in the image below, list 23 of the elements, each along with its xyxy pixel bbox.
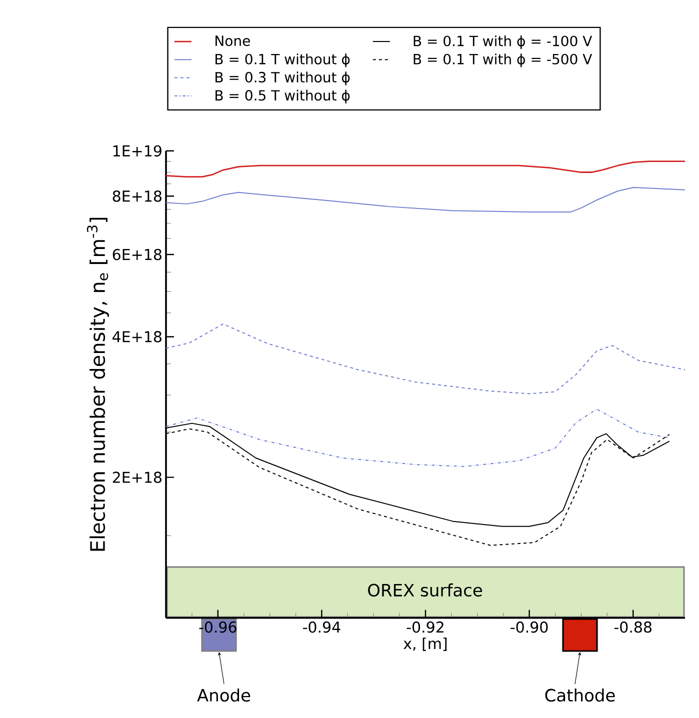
x-tick-label: -0.90	[510, 621, 548, 633]
y-tick-label: 2E+18	[112, 472, 162, 484]
y-tick-label: 4E+18	[112, 331, 162, 342]
legend-label: B = 0.1 T with ϕ = -100 V	[414, 35, 592, 49]
legend-label: None	[216, 36, 250, 46]
text: Cathode	[545, 688, 615, 702]
legend-label: B = 0.1 T without ϕ	[216, 54, 350, 68]
x-tick-label: -0.88	[614, 621, 652, 633]
x-tick-label: -0.92	[406, 621, 444, 633]
line-series	[166, 408, 670, 467]
legend-label: B = 0.3 T without ϕ	[216, 72, 350, 86]
annotation: OREX surface	[368, 583, 482, 597]
legend-label: B = 0.1 T with ϕ = -500 V	[414, 54, 592, 68]
x-tick-label: -0.94	[303, 621, 340, 633]
y-axis-title: Electron number density, n$_{e}$ [m$^{-3}$]	[86, 218, 109, 551]
y-tick-label: 8E+18	[112, 190, 162, 202]
y-tick-label: 6E+18	[112, 248, 162, 260]
legend-label: B = 0.5 T without ϕ	[216, 90, 350, 104]
x-axis-title: x, [m]	[404, 638, 447, 651]
text: Anode	[197, 688, 250, 702]
line-series	[166, 186, 686, 212]
y-tick-label: 1E+19	[113, 145, 162, 157]
line-series	[166, 323, 686, 394]
